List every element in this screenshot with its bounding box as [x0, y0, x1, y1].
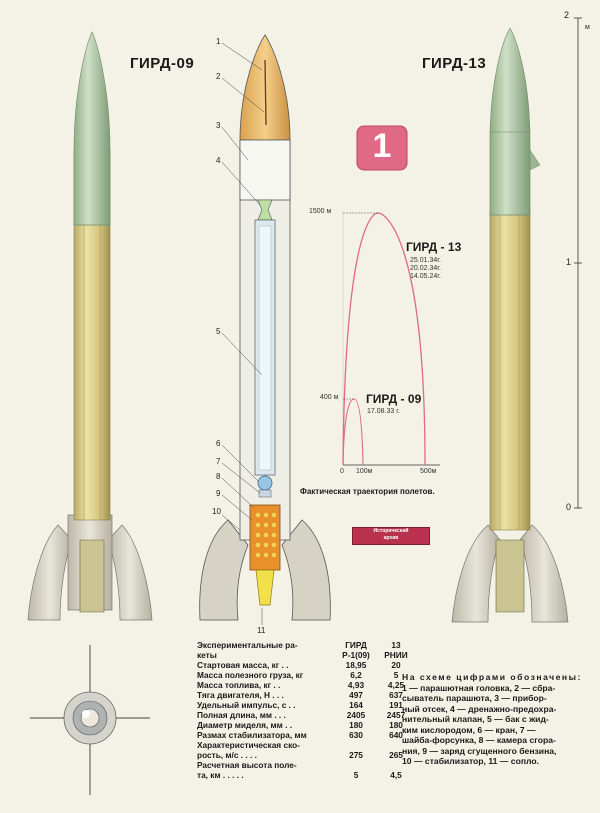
- legend-line: ный отсек, 4 — дренажно-предохра-: [402, 703, 557, 714]
- row-value-1: 5: [353, 770, 359, 780]
- part-label-10: 10: [212, 507, 221, 516]
- scale-bar: [574, 17, 582, 509]
- row-label: Размах стабилизатора, мм: [197, 730, 307, 740]
- row-label: Характеристическая ско- рость, м/с . . .…: [197, 740, 300, 760]
- row-value-1: 630: [349, 730, 363, 740]
- scale-label-top: 2: [564, 10, 570, 20]
- part-label-1: 1: [216, 37, 221, 46]
- row-value-2: 4,5: [390, 770, 402, 780]
- trajectory-dates-gird-13: 25.01.34г. 20.02.34г. 14.05.24г.: [410, 257, 441, 281]
- trajectory-date-gird-09: 17.08.33 г.: [367, 408, 400, 415]
- row-value-2: 637: [389, 690, 403, 700]
- part-label-9: 9: [216, 489, 221, 498]
- legend-line: ким кислородом, 6 — кран, 7 —: [402, 724, 536, 735]
- row-value-2: 191: [389, 700, 403, 710]
- row-value-1: 180: [349, 720, 363, 730]
- row-label: Масса полезного груза, кг: [197, 670, 304, 680]
- row-label: Стартовая масса, кг . .: [197, 660, 289, 670]
- trajectory-y-label-high: 1500 м: [309, 208, 332, 215]
- row-value-2: 640: [389, 730, 403, 740]
- date-2: 20.02.34г.: [410, 265, 441, 272]
- row-label: Масса топлива, кг . .: [197, 680, 281, 690]
- specs-header-label: Экспериментальные ра- кеты: [197, 640, 298, 660]
- title-gird-09: ГИРД-09: [130, 55, 195, 72]
- row-value-2: 5: [393, 670, 399, 680]
- table-row: Масса топлива, кг . . 4,93 4,25: [196, 680, 416, 690]
- legend-line: ния, 9 — заряд сгущенного бензина,: [402, 745, 557, 756]
- table-row: Масса полезного груза, кг 6,2 5: [196, 670, 416, 680]
- row-label: Полная длина, мм . . .: [197, 710, 286, 720]
- part-label-7: 7: [216, 457, 221, 466]
- specs-header: Экспериментальные ра- кеты ГИРД Р-1(09) …: [196, 640, 416, 660]
- rocket-cutaway: [199, 34, 331, 625]
- trajectory-x-label-1: 100м: [356, 468, 373, 475]
- legend-line: 1 — парашютная головка, 2 — сбра-: [402, 682, 556, 693]
- table-row: Полная длина, мм . . . 2405 2457: [196, 710, 416, 720]
- legend-line: На схеме цифрами обозначены:: [402, 672, 582, 682]
- title-gird-13: ГИРД-13: [422, 55, 487, 72]
- scale-label-middle: 1: [566, 257, 572, 267]
- specs-header-col2: 13 РНИИ: [384, 640, 408, 660]
- row-value-1: 4,93: [347, 680, 365, 690]
- trajectory-plot: [342, 212, 440, 466]
- part-label-3: 3: [216, 121, 221, 130]
- specs-table: Экспериментальные ра- кеты ГИРД Р-1(09) …: [196, 640, 416, 780]
- date-1: 25.01.34г.: [410, 257, 441, 264]
- trajectory-x-origin: 0: [340, 468, 344, 475]
- row-value-1: 275: [349, 750, 363, 760]
- trajectory-x-label-2: 500м: [420, 468, 437, 475]
- trajectory-caption: Фактическая траектория полетов.: [300, 487, 435, 496]
- specs-header-col1: ГИРД Р-1(09): [342, 640, 370, 660]
- row-label: Диаметр миделя, мм . .: [197, 720, 293, 730]
- archive-stamp: Исторический архив: [352, 527, 430, 545]
- row-value-2: 180: [389, 720, 403, 730]
- table-row: Диаметр миделя, мм . . 180 180: [196, 720, 416, 730]
- row-value-2: 20: [391, 660, 401, 670]
- table-row: Размах стабилизатора, мм 630 640: [196, 730, 416, 740]
- rocket-gird-13: [451, 27, 569, 623]
- table-row: Характеристическая ско- рость, м/с . . .…: [196, 740, 416, 760]
- legend-line: сыватель парашюта, 3 — прибор-: [402, 693, 547, 703]
- row-value-1: 164: [349, 700, 363, 710]
- row-label: Расчетная высота поле- та, км . . . . .: [197, 760, 297, 780]
- legend-line: шайба-форсунка, 8 — камера сгора-: [402, 735, 556, 745]
- figure-badge: [356, 125, 408, 171]
- part-label-8: 8: [216, 472, 221, 481]
- rocket-gird-09: [27, 31, 153, 621]
- row-value-1: 18,95: [345, 660, 367, 670]
- row-value-2: 265: [389, 750, 403, 760]
- legend-line: 10 — стабилизатор, 11 — сопло.: [402, 756, 539, 766]
- trajectory-series-gird-09: ГИРД - 09: [366, 392, 422, 406]
- legend-line: нительный клапан, 5 — бак с жид-: [402, 714, 549, 724]
- rocket-top-view: [30, 645, 150, 795]
- row-value-1: 497: [349, 690, 363, 700]
- scale-unit: м: [585, 24, 590, 31]
- part-label-4: 4: [216, 156, 221, 165]
- row-value-1: 2405: [346, 710, 366, 720]
- stamp-line-1: Исторический: [373, 528, 409, 534]
- trajectory-y-label-low: 400 м: [320, 394, 339, 401]
- part-label-11: 11: [257, 626, 266, 635]
- row-label: Удельный импульс, с . .: [197, 700, 296, 710]
- stamp-line-2: архив: [383, 535, 399, 541]
- row-value-2: 2457: [386, 710, 406, 720]
- figure-number: 1: [372, 127, 392, 165]
- part-label-5: 5: [216, 327, 221, 336]
- row-label: Тяга двигателя, Н . . .: [197, 690, 284, 700]
- row-value-1: 6,2: [350, 670, 362, 680]
- table-row: Тяга двигателя, Н . . . 497 637: [196, 690, 416, 700]
- table-row: Расчетная высота поле- та, км . . . . . 5…: [196, 760, 416, 780]
- table-row: Стартовая масса, кг . . 18,95 20: [196, 660, 416, 670]
- row-value-2: 4,25: [387, 680, 405, 690]
- date-3: 14.05.24г.: [410, 273, 441, 280]
- scale-label-bottom: 0: [566, 502, 572, 512]
- part-label-6: 6: [216, 439, 221, 448]
- table-row: Удельный импульс, с . . 164 191: [196, 700, 416, 710]
- parts-legend: На схеме цифрами обозначены: 1 — парашют…: [402, 672, 594, 767]
- trajectory-series-gird-13: ГИРД - 13: [406, 240, 462, 254]
- part-label-2: 2: [216, 72, 221, 81]
